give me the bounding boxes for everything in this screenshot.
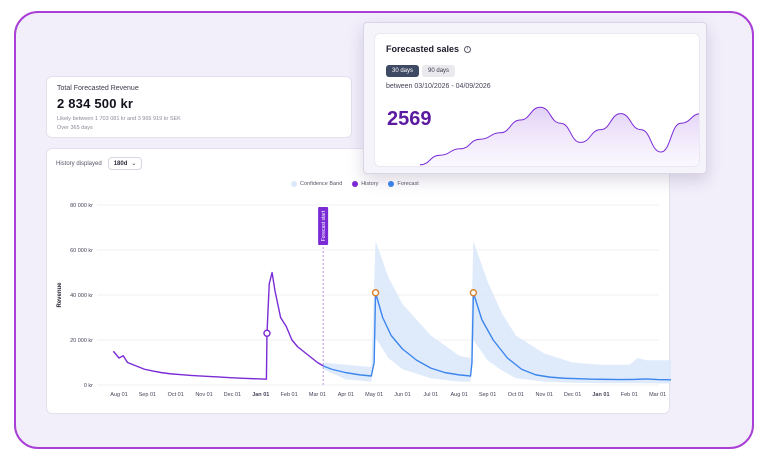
- legend-label: Forecast: [397, 181, 419, 187]
- x-tick-label: Oct 01: [168, 392, 184, 398]
- y-axis-label: Revenue: [57, 282, 63, 308]
- popup-title-text: Forecasted sales: [386, 44, 460, 54]
- history-range-value: 180d: [113, 160, 128, 167]
- x-tick-label: Mar 01: [649, 392, 666, 398]
- history-label: History displayed: [56, 160, 102, 167]
- revenue-value: 2 834 500 kr: [57, 96, 134, 111]
- legend-label: History: [361, 181, 379, 187]
- x-tick-label: Nov 01: [195, 392, 212, 398]
- info-icon[interactable]: i: [464, 45, 472, 53]
- y-tick-label: 0 kr: [84, 383, 93, 389]
- popup-date-range: between 03/10/2026 - 04/09/2026: [386, 83, 491, 90]
- tab-90-days[interactable]: 90 days: [422, 65, 456, 77]
- forecasted-sales-card: Forecasted sales i 30 days 90 days betwe…: [374, 33, 700, 167]
- legend-dot-icon: [352, 181, 359, 187]
- legend-dot-icon: [291, 181, 297, 187]
- sales-sparkline: [419, 106, 699, 166]
- history-range-select[interactable]: 180d ⌄: [107, 157, 143, 170]
- forecast-start-badge: [318, 207, 329, 245]
- period-tabs: 30 days 90 days: [386, 65, 456, 77]
- y-tick-label: 60 000 kr: [70, 248, 93, 254]
- x-tick-label: Sep 01: [139, 392, 156, 398]
- legend-label: Confidence Band: [300, 181, 343, 187]
- sparkline-area: [420, 107, 699, 166]
- history-control: History displayed 180d ⌄: [56, 157, 143, 170]
- popup-title: Forecasted sales i: [386, 44, 472, 54]
- tab-30-days[interactable]: 30 days: [386, 65, 420, 77]
- x-tick-label: Jul 01: [424, 392, 439, 398]
- x-tick-label: Aug 01: [450, 392, 467, 398]
- x-tick-label: Mar 01: [309, 392, 326, 398]
- legend-item-confidence[interactable]: Confidence Band: [291, 181, 342, 187]
- x-tick-label: Sep 01: [479, 392, 496, 398]
- x-tick-label: Feb 01: [281, 392, 298, 398]
- legend-dot-icon: [388, 181, 395, 187]
- x-tick-label: Oct 01: [508, 392, 524, 398]
- chart-legend: Confidence Band History Forecast: [291, 181, 419, 187]
- x-tick-label: Dec 01: [564, 392, 581, 398]
- legend-item-history[interactable]: History: [352, 181, 378, 187]
- y-tick-label: 20 000 kr: [70, 338, 93, 344]
- x-tick-label: Nov 01: [536, 392, 553, 398]
- x-tick-label: Dec 01: [224, 392, 241, 398]
- highlight-point: [469, 289, 478, 297]
- total-revenue-card: Total Forecasted Revenue 2 834 500 kr Li…: [46, 76, 352, 138]
- forecasted-sales-value: 2569: [387, 108, 432, 130]
- revenue-chart: 0 kr 20 000 kr 40 000 kr 60 000 kr 80 000 kr…: [57, 203, 671, 398]
- revenue-chart-card: 0 kr 20 000 kr 40 000 kr 60 000 kr 80 000 kr…: [46, 148, 671, 414]
- history-line: [112, 271, 324, 380]
- x-tick-label: Jan 01: [592, 392, 609, 398]
- x-tick-label: Apr 01: [338, 392, 354, 398]
- revenue-range-text: Likely between 1 703 081 kr and 3 965 91…: [57, 116, 181, 122]
- x-tick-label: Aug 01: [110, 392, 127, 398]
- x-tick-label: May 01: [365, 392, 383, 398]
- x-tick-label: Feb 01: [621, 392, 638, 398]
- forecasted-sales-popup: Forecasted sales i 30 days 90 days betwe…: [363, 22, 707, 174]
- forecast-start-label: Forecast start: [321, 210, 327, 241]
- y-tick-label: 40 000 kr: [70, 293, 93, 299]
- highlight-point: [263, 329, 271, 337]
- y-tick-label: 80 000 kr: [70, 203, 93, 209]
- sparkline-line: [419, 106, 699, 166]
- legend-item-forecast[interactable]: Forecast: [388, 181, 419, 187]
- highlight-point: [371, 289, 380, 297]
- confidence-band: [323, 241, 671, 384]
- revenue-card-title: Total Forecasted Revenue: [57, 85, 139, 92]
- revenue-period-text: Over 365 days: [57, 125, 93, 131]
- chevron-down-icon: ⌄: [131, 161, 137, 167]
- x-tick-label: Jan 01: [252, 392, 269, 398]
- x-tick-label: Jun 01: [394, 392, 411, 398]
